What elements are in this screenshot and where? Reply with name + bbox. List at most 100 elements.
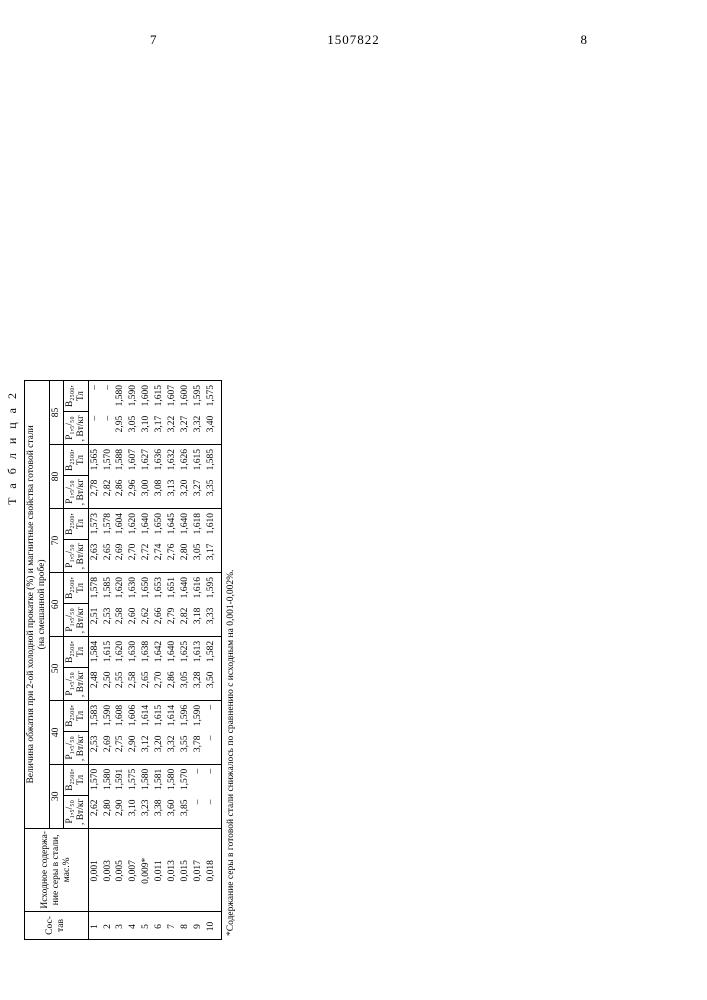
table-row: 50,009*3,231,5803,121,6142,651,6382,621,… [140,381,153,940]
cell-value: 2,72 [140,540,153,573]
cell-value: 1,585 [102,572,115,603]
cell-value: 2,63 [88,540,101,573]
cell-value: 2,60 [127,604,140,637]
cell-num: 2 [102,911,115,939]
cell-value: – [205,700,221,731]
cell-value: 2,75 [114,731,127,764]
cell-value: 1,650 [153,508,166,539]
cell-value: 1,600 [140,381,153,412]
cell-value: 1,575 [205,381,221,412]
col-p: P₁,₅/₅₀ , Вт/кг [63,604,88,637]
cell-sulfur: 0,001 [88,828,101,911]
cell-value: 2,70 [153,668,166,701]
col-b: B₂₅₀₀, Тл [63,445,88,476]
cell-value: 3,85 [179,795,192,828]
cell-value: 1,600 [179,381,192,412]
cell-value: 3,17 [205,540,221,573]
cell-sulfur: 0,015 [179,828,192,911]
cell-value: 1,590 [127,381,140,412]
cell-num: 9 [192,911,205,939]
cell-value: 3,50 [205,668,221,701]
cell-value: 2,80 [102,795,115,828]
cell-num: 7 [166,911,179,939]
cell-value: 2,86 [114,476,127,509]
cell-value: 2,51 [88,604,101,637]
col-p: P₁,₅/₅₀ , Вт/кг [63,540,88,573]
cell-value: 2,62 [88,795,101,828]
col-b: B₂₅₀₀, Тл [63,636,88,667]
cell-value: 3,00 [140,476,153,509]
cell-value: 1,580 [140,764,153,795]
cell-sulfur: 0,018 [205,828,221,911]
cell-value: 2,65 [102,540,115,573]
cell-value: 1,580 [166,764,179,795]
table-row: 30,0052,901,5912,751,6082,551,6202,581,6… [114,381,127,940]
cell-value: 3,12 [140,731,153,764]
cell-value: 3,20 [179,476,192,509]
cell-value: 3,27 [192,476,205,509]
cell-value: 2,80 [179,540,192,573]
cell-value: 1,638 [140,636,153,667]
cell-value: 1,620 [127,508,140,539]
rotated-table-block: Т а б л и ц а 2 Сос- тав Исходное содерж… [5,380,285,940]
cell-num: 4 [127,911,140,939]
cell-value: 3,32 [166,731,179,764]
cell-value: 1,578 [88,572,101,603]
cell-sulfur: 0,017 [192,828,205,911]
cell-value: 1,620 [114,636,127,667]
cell-value: 2,69 [114,540,127,573]
cell-value: 1,645 [166,508,179,539]
head-main: Величина обжатия при 2-ой холодной прока… [25,381,50,829]
cell-value: 1,630 [127,636,140,667]
col-sulfur: Исходное содержа- ние серы в стали, мас.… [25,828,89,911]
cell-value: 2,82 [102,476,115,509]
col-p: P₁,₅/₅₀ , Вт/кг [63,668,88,701]
cell-value: – [205,764,221,795]
cell-sulfur: 0,005 [114,828,127,911]
cell-value: – [205,795,221,828]
col-group: 50 [49,636,63,700]
cell-value: 1,615 [102,636,115,667]
col-p: P₁,₅/₅₀ , Вт/кг [63,731,88,764]
cell-value: – [192,795,205,828]
table-row: 20,0032,801,5802,691,5902,501,6152,531,5… [102,381,115,940]
cell-value: 1,630 [127,572,140,603]
cell-value: 1,615 [192,445,205,476]
data-table: Сос- тав Исходное содержа- ние серы в ст… [24,380,222,940]
table-row: 60,0113,381,5813,201,6152,701,6422,661,6… [153,381,166,940]
cell-value: 1,608 [114,700,127,731]
cell-value: 3,10 [140,412,153,445]
cell-value: 1,640 [140,508,153,539]
cell-value: 1,616 [192,572,205,603]
cell-value: 2,90 [127,731,140,764]
cell-value: 1,581 [153,764,166,795]
document-number: 1507822 [0,32,707,48]
cell-value: 1,604 [114,508,127,539]
cell-value: 1,610 [205,508,221,539]
cell-value: 2,74 [153,540,166,573]
cell-value: 1,582 [205,636,221,667]
table-row: 90,017––3,781,5903,281,6133,181,6163,051… [192,381,205,940]
cell-value: 3,17 [153,412,166,445]
col-b: B₂₅₀₀, Тл [63,764,88,795]
cell-sulfur: 0,011 [153,828,166,911]
cell-value: 2,50 [102,668,115,701]
table-caption: Т а б л и ц а 2 [5,390,20,940]
cell-value: 3,20 [153,731,166,764]
cell-value: 2,79 [166,604,179,637]
col-p: P₁,₅/₅₀ , Вт/кг [63,795,88,828]
cell-value: 1,626 [179,445,192,476]
cell-value: 1,614 [166,700,179,731]
table-row: 40,0073,101,5752,901,6062,581,6302,601,6… [127,381,140,940]
cell-value: 2,55 [114,668,127,701]
cell-value: 3,05 [127,412,140,445]
cell-value: 2,78 [88,476,101,509]
cell-value: 2,66 [153,604,166,637]
col-group: 60 [49,572,63,636]
cell-value: 2,53 [88,731,101,764]
cell-value: 3,08 [153,476,166,509]
cell-value: 1,591 [114,764,127,795]
cell-value: 2,82 [179,604,192,637]
table-row: 10,0012,621,5702,531,5832,481,5842,511,5… [88,381,101,940]
cell-value: 1,640 [179,508,192,539]
